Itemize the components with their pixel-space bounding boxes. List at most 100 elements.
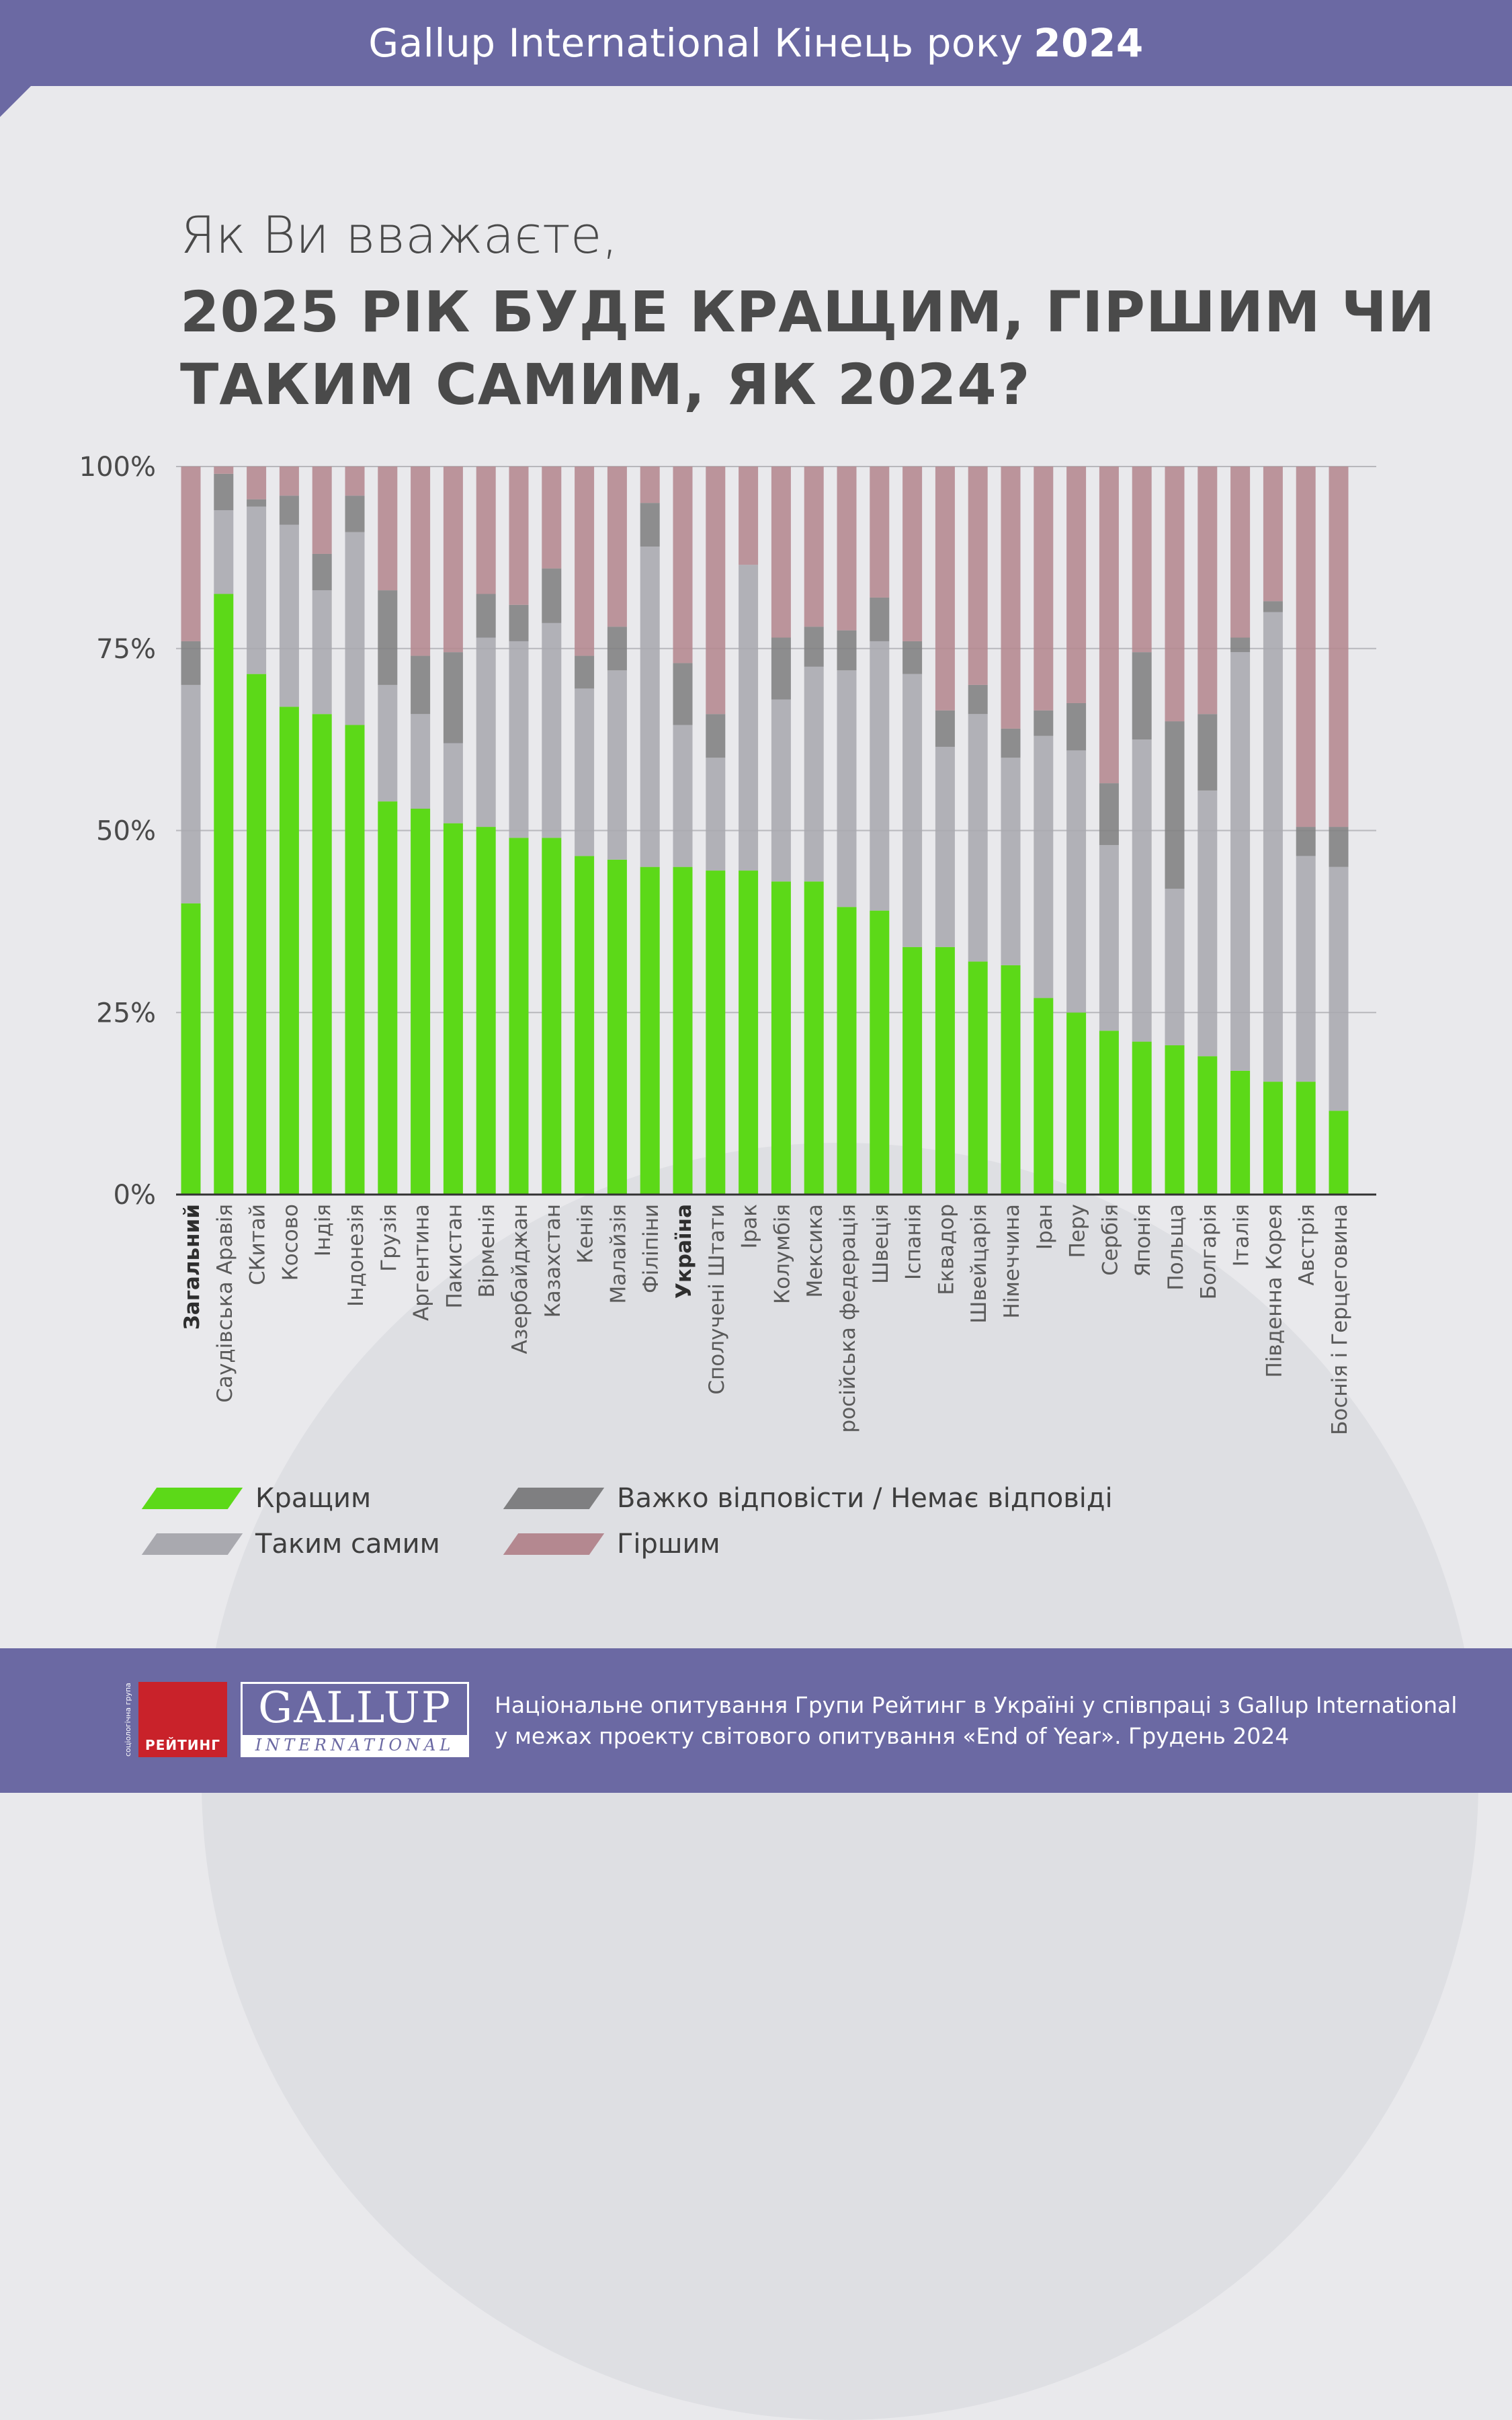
category-label: Швеція	[869, 1204, 893, 1284]
bar-segment-better	[279, 707, 299, 1195]
bar-segment-better	[575, 856, 595, 1195]
category-label: Болгарія	[1197, 1204, 1221, 1299]
bar-segment-worse	[739, 467, 759, 565]
bar-segment-same	[312, 590, 332, 715]
bar-segment-hard	[837, 630, 857, 671]
bar-segment-better	[542, 838, 562, 1195]
category-label: Еквадор	[934, 1204, 958, 1295]
category-label: Мексика	[803, 1204, 827, 1297]
bar-segment-better	[935, 946, 955, 1195]
bar-segment-worse	[279, 467, 299, 496]
category-label: Австрія	[1295, 1204, 1319, 1286]
category-label: Швейцарія	[967, 1204, 991, 1324]
bar-segment-same	[837, 670, 857, 908]
category-label: Боснія і Герцеговина	[1328, 1204, 1352, 1435]
bar-segment-better	[181, 903, 201, 1195]
bar-segment-hard	[279, 495, 299, 525]
bar-segment-better	[870, 910, 890, 1195]
y-tick-label: 25%	[96, 998, 156, 1028]
bar-segment-same	[443, 743, 463, 823]
category-label: Перу	[1066, 1204, 1090, 1258]
question-block: Як Ви вважаєте, 2025 РІК БУДЕ КРАЩИМ, ГІ…	[180, 195, 1457, 421]
bar-segment-same	[378, 684, 398, 802]
bar-segment-same	[1198, 790, 1218, 1057]
bar-segment-better	[1099, 1031, 1119, 1195]
bar-segment-hard	[1263, 601, 1283, 612]
bar-segment-same	[575, 688, 595, 856]
bar-segment-better	[411, 809, 431, 1195]
bar-segment-worse	[640, 467, 660, 503]
y-tick-label: 50%	[96, 816, 156, 847]
bar-segment-better	[1329, 1111, 1349, 1195]
bar-segment-same	[968, 714, 988, 962]
bar-segment-same	[1263, 612, 1283, 1082]
bar-segment-worse	[181, 467, 201, 641]
bar-segment-worse	[870, 467, 890, 598]
bar-segment-hard	[1034, 710, 1054, 736]
bar-segment-same	[771, 699, 791, 882]
bar-segment-same	[1034, 735, 1054, 998]
bar-segment-better	[640, 866, 660, 1195]
bar-segment-worse	[902, 467, 923, 641]
bar-segment-better	[476, 827, 496, 1195]
category-label: Польща	[1164, 1204, 1188, 1291]
bar-segment-same	[1066, 750, 1087, 1013]
category-label: Філіпіни	[639, 1204, 663, 1293]
category-label: Пакистан	[442, 1204, 466, 1309]
bar-segment-worse	[575, 467, 595, 656]
bar-segment-hard	[247, 499, 267, 507]
bar-segment-same	[870, 641, 890, 911]
bar-segment-worse	[706, 467, 726, 715]
bar-segment-hard	[345, 495, 365, 532]
category-label: Іран	[1033, 1204, 1057, 1250]
bar-segment-better	[1296, 1082, 1316, 1195]
bar-segment-worse	[804, 467, 824, 627]
category-label: Аргентина	[410, 1204, 434, 1321]
bar-segment-better	[673, 866, 693, 1195]
bar-segment-hard	[1001, 728, 1021, 758]
bar-segment-better	[443, 823, 463, 1195]
bar-segment-worse	[443, 467, 463, 653]
bar-segment-better	[312, 714, 332, 1195]
header-band: Gallup International Кінець року 2024	[0, 0, 1512, 86]
bar-segment-hard	[443, 652, 463, 743]
bar-segment-same	[247, 506, 267, 674]
category-label: СКитай	[246, 1204, 270, 1285]
category-label: Україна	[672, 1204, 696, 1299]
bar-segment-better	[607, 859, 627, 1195]
category-label: Азербайджан	[508, 1204, 532, 1354]
bar-segment-same	[1165, 889, 1185, 1045]
bar-segment-better	[739, 871, 759, 1195]
bar-segment-worse	[542, 467, 562, 569]
bar-segment-better	[1198, 1056, 1218, 1195]
bar-segment-hard	[1165, 721, 1185, 889]
y-tick-label: 0%	[114, 1180, 156, 1211]
question-line-3: ТАКИМ САМИМ, ЯК 2024?	[180, 352, 1031, 417]
category-label: Італія	[1230, 1204, 1254, 1266]
bar-segment-better	[1230, 1070, 1251, 1195]
bar-segment-worse	[935, 467, 955, 711]
category-label: Японія	[1131, 1204, 1155, 1277]
bar-segment-hard	[575, 655, 595, 689]
bar-segment-hard	[771, 637, 791, 700]
bar-segment-worse	[476, 467, 496, 594]
bar-segment-worse	[607, 467, 627, 627]
bar-segment-better	[968, 961, 988, 1195]
bar-segment-better	[1001, 965, 1021, 1195]
category-label: Грузія	[377, 1204, 401, 1272]
bar-segment-worse	[1034, 467, 1054, 711]
bar-segment-worse	[411, 467, 431, 656]
footer: соціологічна група РЕЙТИНГ GALLUP INTERN…	[0, 1648, 1512, 1793]
bar-segment-better	[1165, 1045, 1185, 1195]
y-tick-label: 100%	[79, 452, 156, 483]
bar-segment-hard	[935, 710, 955, 747]
bar-segment-worse	[214, 467, 234, 474]
bar-segment-worse	[1066, 467, 1087, 703]
bar-segment-same	[279, 524, 299, 707]
gallup-logo: GALLUP INTERNATIONAL	[241, 1682, 469, 1757]
header-title: Gallup International Кінець року	[368, 20, 1023, 66]
bar-segment-same	[1132, 739, 1152, 1042]
bar-segment-hard	[607, 627, 627, 671]
bar-segment-worse	[345, 467, 365, 496]
bar-segment-better	[771, 881, 791, 1195]
